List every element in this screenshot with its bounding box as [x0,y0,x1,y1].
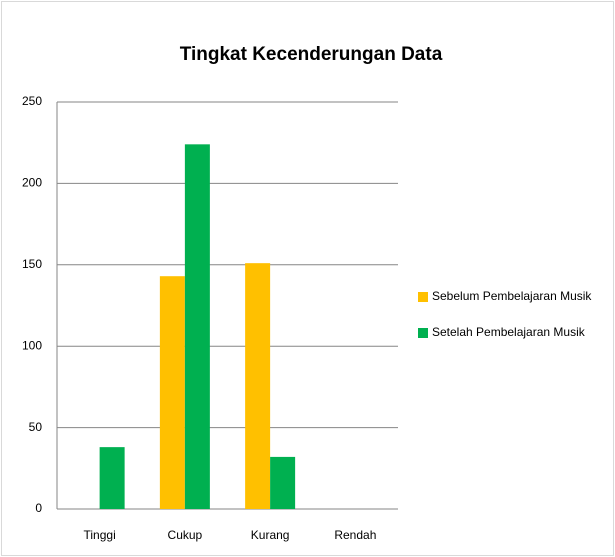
x-tick-label: Cukup [168,528,203,542]
x-tick-label: Tinggi [84,528,116,542]
bar [159,276,185,509]
bar [245,263,271,509]
y-tick-label: 0 [35,501,42,515]
chart-title: Tingkat Kecenderungan Data [180,44,443,65]
legend-label: Setelah Pembelajaran Musik [432,325,586,339]
x-tick-label: Rendah [334,528,376,542]
legend-label: Sebelum Pembelajaran Musik [432,289,592,303]
bar [270,456,296,509]
legend-swatch [418,328,428,338]
bar [184,144,210,509]
y-tick-label: 200 [22,176,42,190]
legend-swatch [418,292,428,302]
y-tick-label: 250 [22,94,42,108]
y-tick-label: 100 [22,338,42,352]
bar [99,447,125,509]
y-tick-label: 50 [29,420,43,434]
x-tick-label: Kurang [251,528,290,542]
y-tick-label: 150 [22,257,42,271]
